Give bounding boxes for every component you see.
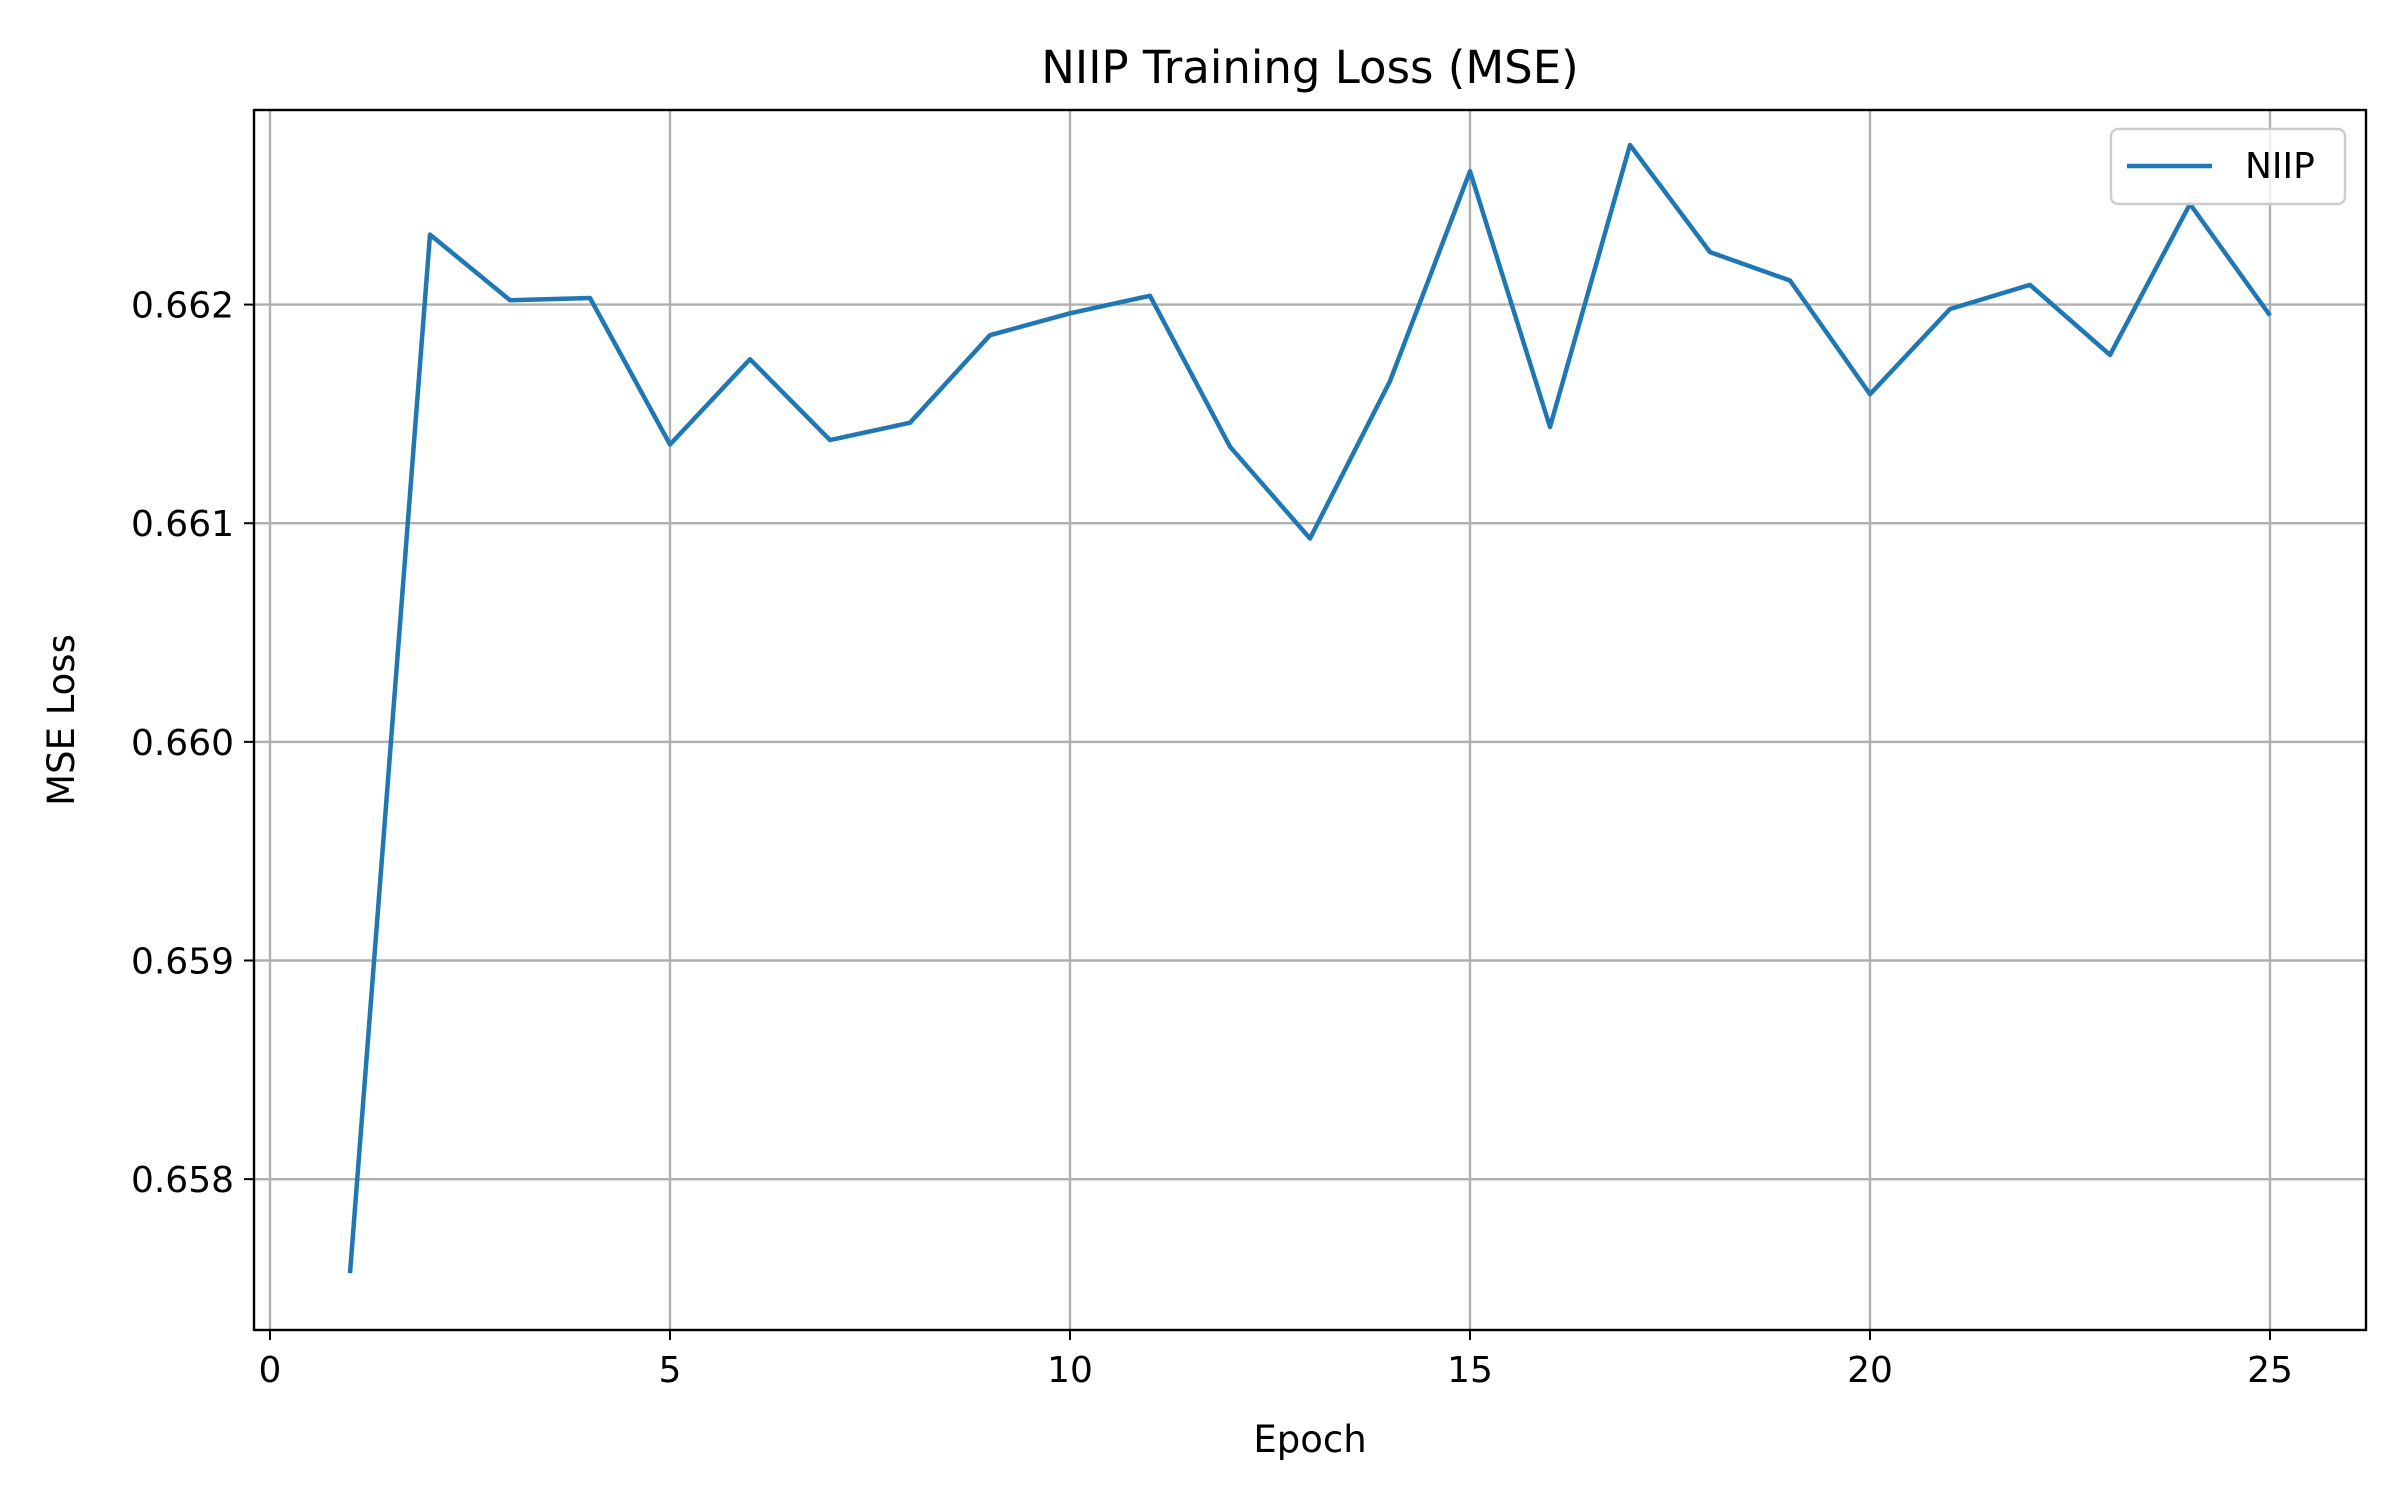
x-tick-label: 25 — [2247, 1350, 2293, 1391]
y-tick-label: 0.661 — [131, 504, 234, 545]
x-tick-label: 20 — [1847, 1350, 1893, 1391]
x-axis-label: Epoch — [1253, 1418, 1366, 1461]
y-tick-label: 0.662 — [131, 286, 234, 327]
y-tick-label: 0.658 — [131, 1160, 234, 1201]
x-tick-label: 15 — [1447, 1350, 1493, 1391]
y-axis-ticks: 0.658 0.659 0.660 0.661 0.662 — [131, 286, 254, 1201]
x-tick-label: 0 — [259, 1350, 282, 1391]
y-axis-label: MSE Loss — [40, 634, 83, 806]
x-tick-label: 10 — [1047, 1350, 1093, 1391]
legend-box — [2109, 127, 2347, 206]
chart-title: NIIP Training Loss (MSE) — [1041, 41, 1578, 94]
x-tick-label: 5 — [659, 1350, 682, 1391]
legend-label-niip: NIIP — [2245, 146, 2315, 187]
y-tick-label: 0.660 — [131, 723, 234, 764]
legend: NIIP — [2109, 127, 2347, 206]
plot-area-frame — [252, 108, 2368, 1332]
x-axis-ticks: 0 5 10 15 20 25 — [259, 1330, 2293, 1391]
series-line-niip — [347, 142, 2272, 1274]
y-tick-label: 0.659 — [131, 942, 234, 983]
